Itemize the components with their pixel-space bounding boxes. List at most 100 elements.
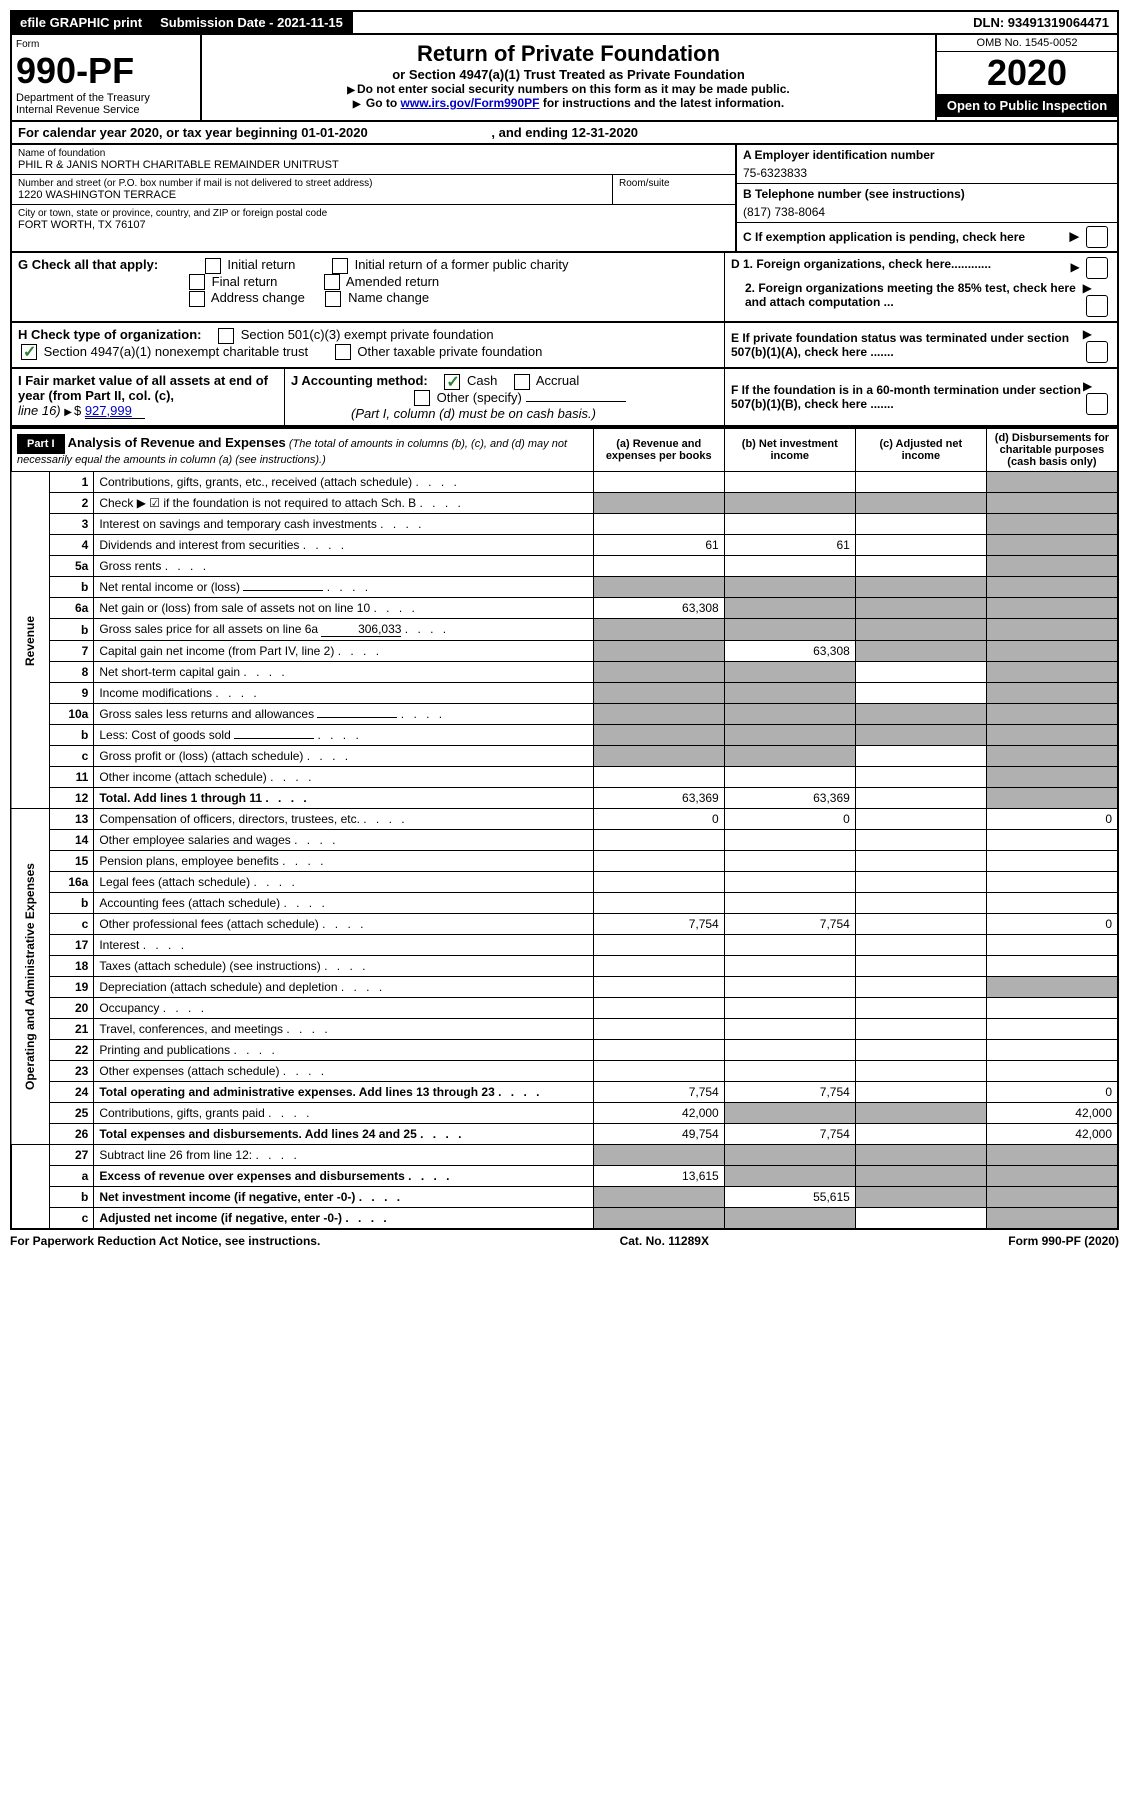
value-cell	[986, 1061, 1118, 1082]
value-cell: 49,754	[593, 1124, 724, 1145]
value-cell	[593, 872, 724, 893]
value-cell	[855, 746, 986, 767]
identity-section: Name of foundation PHIL R & JANIS NORTH …	[10, 145, 1119, 253]
dept: Department of the Treasury	[16, 92, 196, 104]
checkbox-final[interactable]	[189, 274, 205, 290]
checkbox-other-taxable[interactable]	[335, 344, 351, 360]
value-cell	[855, 1124, 986, 1145]
value-cell	[724, 830, 855, 851]
line-desc: Gross sales less returns and allowances …	[94, 704, 593, 725]
grey-cell	[986, 725, 1118, 746]
checkbox-initial[interactable]	[205, 258, 221, 274]
grey-cell	[724, 1166, 855, 1187]
checkbox-501c3[interactable]	[218, 328, 234, 344]
value-cell: 63,308	[724, 641, 855, 662]
checkbox-c[interactable]	[1086, 226, 1108, 248]
grey-cell	[593, 704, 724, 725]
city-cell: City or town, state or province, country…	[12, 205, 735, 234]
grey-cell	[724, 1208, 855, 1230]
row-num: b	[49, 1187, 93, 1208]
checkbox-amended[interactable]	[324, 274, 340, 290]
value-cell	[855, 872, 986, 893]
value-cell: 7,754	[724, 914, 855, 935]
value-cell	[855, 893, 986, 914]
line-desc: Other professional fees (attach schedule…	[94, 914, 593, 935]
line-desc: Subtract line 26 from line 12: . . . .	[94, 1145, 593, 1166]
irs: Internal Revenue Service	[16, 104, 196, 116]
checkbox-4947[interactable]	[21, 344, 37, 360]
checkbox-d1[interactable]	[1086, 257, 1108, 279]
checkbox-e[interactable]	[1086, 341, 1108, 363]
grey-cell	[986, 598, 1118, 619]
grey-cell	[986, 977, 1118, 998]
submission-date: Submission Date - 2021-11-15	[152, 12, 353, 33]
line-desc: Gross profit or (loss) (attach schedule)…	[94, 746, 593, 767]
value-cell	[855, 514, 986, 535]
phone-cell: B Telephone number (see instructions) (8…	[737, 184, 1117, 223]
calendar-year-row: For calendar year 2020, or tax year begi…	[10, 122, 1119, 145]
omb: OMB No. 1545-0052	[937, 35, 1117, 52]
fmv-link[interactable]: 927,999	[85, 403, 145, 419]
row-num: 20	[49, 998, 93, 1019]
value-cell: 7,754	[724, 1082, 855, 1103]
g-section: G Check all that apply: Initial return I…	[12, 253, 725, 321]
row-num: 4	[49, 535, 93, 556]
checkbox-f[interactable]	[1086, 393, 1108, 415]
value-cell	[593, 1019, 724, 1040]
value-cell	[724, 998, 855, 1019]
instruction-1: Do not enter social security numbers on …	[208, 82, 929, 96]
value-cell	[724, 472, 855, 493]
footer: For Paperwork Reduction Act Notice, see …	[10, 1234, 1119, 1248]
foundation-name-cell: Name of foundation PHIL R & JANIS NORTH …	[12, 145, 735, 175]
grey-cell	[986, 788, 1118, 809]
line-desc: Interest . . . .	[94, 935, 593, 956]
value-cell: 0	[724, 809, 855, 830]
checkbox-other-method[interactable]	[414, 390, 430, 406]
col-b-header: (b) Net investment income	[724, 428, 855, 472]
grey-cell	[593, 683, 724, 704]
value-cell	[724, 956, 855, 977]
checkbox-initial-former[interactable]	[332, 258, 348, 274]
checkbox-address[interactable]	[189, 291, 205, 307]
form-link[interactable]: www.irs.gov/Form990PF	[401, 96, 540, 110]
value-cell: 7,754	[593, 1082, 724, 1103]
row-num: b	[49, 577, 93, 598]
value-cell	[724, 1061, 855, 1082]
value-cell	[986, 872, 1118, 893]
value-cell: 42,000	[986, 1124, 1118, 1145]
header-center: Return of Private Foundation or Section …	[202, 35, 935, 120]
i-section: I Fair market value of all assets at end…	[12, 369, 285, 425]
section-label: Revenue	[11, 472, 49, 809]
grey-cell	[855, 1103, 986, 1124]
value-cell	[724, 872, 855, 893]
line-desc: Legal fees (attach schedule) . . . .	[94, 872, 593, 893]
grey-cell	[593, 641, 724, 662]
grey-cell	[986, 556, 1118, 577]
checkbox-cash[interactable]	[444, 374, 460, 390]
grey-cell	[593, 1208, 724, 1230]
row-num: 12	[49, 788, 93, 809]
value-cell	[593, 556, 724, 577]
value-cell	[855, 851, 986, 872]
value-cell	[593, 851, 724, 872]
line-desc: Other employee salaries and wages . . . …	[94, 830, 593, 851]
value-cell: 0	[986, 809, 1118, 830]
checkbox-d2[interactable]	[1086, 295, 1108, 317]
line-desc: Travel, conferences, and meetings . . . …	[94, 1019, 593, 1040]
grey-cell	[986, 1187, 1118, 1208]
line-desc: Net investment income (if negative, ente…	[94, 1187, 593, 1208]
ein-cell: A Employer identification number 75-6323…	[737, 145, 1117, 184]
grey-cell	[986, 577, 1118, 598]
row-num: 27	[49, 1145, 93, 1166]
line-desc: Other income (attach schedule) . . . .	[94, 767, 593, 788]
checkbox-name[interactable]	[325, 291, 341, 307]
col-d-header: (d) Disbursements for charitable purpose…	[986, 428, 1118, 472]
h-section: H Check type of organization: Section 50…	[12, 323, 725, 367]
grey-cell	[855, 598, 986, 619]
grey-cell	[855, 1187, 986, 1208]
grey-cell	[593, 746, 724, 767]
line-desc: Total expenses and disbursements. Add li…	[94, 1124, 593, 1145]
grey-cell	[593, 493, 724, 514]
line-desc: Printing and publications . . . .	[94, 1040, 593, 1061]
checkbox-accrual[interactable]	[514, 374, 530, 390]
